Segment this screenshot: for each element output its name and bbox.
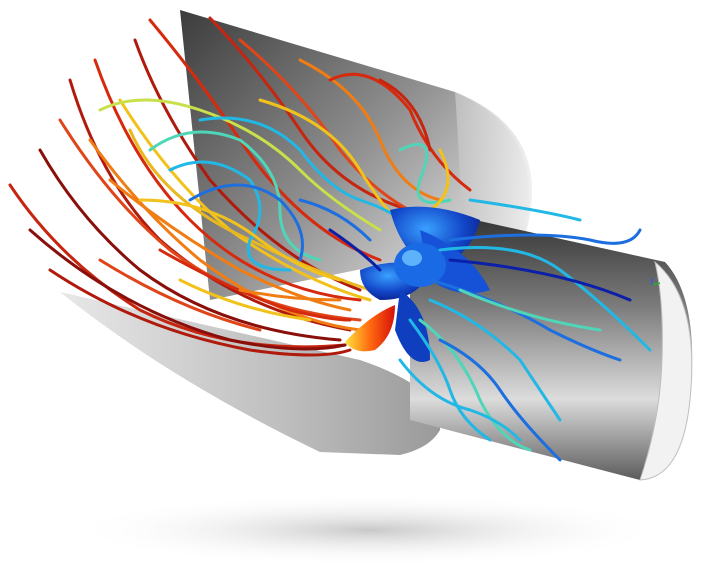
propeller-blade-tip (345, 305, 395, 352)
streamlines-front (398, 198, 652, 462)
streamline (438, 246, 652, 352)
streamline (138, 198, 342, 282)
streamline (108, 178, 352, 312)
streamline (178, 278, 312, 322)
streamline (38, 148, 342, 342)
ground-shadow (70, 494, 670, 566)
propeller-blade (395, 290, 430, 362)
streamline (198, 116, 402, 222)
hub-pipe-end (639, 260, 693, 481)
streamline (378, 78, 432, 152)
streamline (398, 358, 522, 442)
streamline (418, 318, 532, 452)
propeller-hub-highlight (402, 250, 422, 266)
streamline (458, 288, 602, 332)
streamline (98, 258, 262, 332)
streamline (148, 130, 322, 262)
streamlines-mid (8, 58, 402, 349)
streamline (428, 298, 562, 422)
streamline (8, 183, 347, 349)
streamline (398, 142, 452, 204)
streamline (298, 198, 372, 242)
streamline (48, 268, 352, 357)
streamline (93, 58, 362, 302)
streamline (208, 16, 412, 212)
streamline (238, 288, 342, 302)
lower-shell (60, 292, 440, 455)
streamline (98, 98, 382, 232)
streamline (468, 198, 582, 222)
streamline (448, 228, 642, 245)
streamline (158, 248, 352, 322)
streamline (58, 118, 362, 322)
streamline (188, 183, 304, 262)
streamline (438, 338, 562, 462)
streamline (428, 148, 450, 212)
streamline (168, 160, 292, 272)
streamline (238, 38, 432, 222)
streamline (28, 228, 347, 351)
streamlines-upstream (28, 198, 382, 357)
propeller-hub (394, 243, 446, 287)
axis-marker (651, 278, 661, 286)
streamline (408, 318, 492, 442)
streamline (88, 138, 362, 332)
streamline (448, 258, 632, 302)
streamline (328, 228, 382, 272)
